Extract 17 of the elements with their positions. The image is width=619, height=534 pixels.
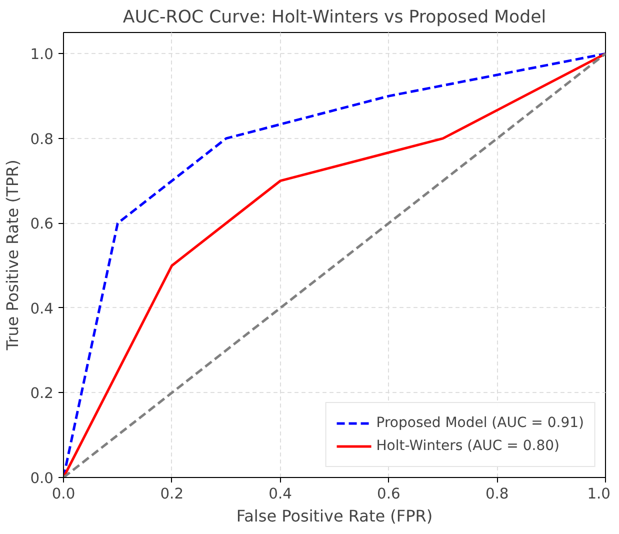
y-tick-label: 1.0 xyxy=(30,46,54,64)
x-tick-label: 0.2 xyxy=(160,486,184,502)
legend-label: Proposed Model (AUC = 0.91) xyxy=(376,415,584,431)
y-tick-label: 0.0 xyxy=(30,470,54,487)
y-tick-label: 0.4 xyxy=(30,300,54,318)
x-axis-title: False Positive Rate (FPR) xyxy=(236,506,433,526)
y-axis-title: True Positive Rate (TPR) xyxy=(3,160,22,352)
x-tick-label: 0.0 xyxy=(52,486,76,502)
x-tick-label: 0.8 xyxy=(485,486,509,502)
y-tick-label: 0.6 xyxy=(30,216,54,233)
x-tick-label: 0.4 xyxy=(268,486,292,502)
x-tick-label: 1.0 xyxy=(587,486,611,502)
legend-label: Holt-Winters (AUC = 0.80) xyxy=(376,438,560,454)
y-tick-label: 0.8 xyxy=(30,130,54,148)
y-tick-label: 0.2 xyxy=(30,385,54,402)
x-tick-label: 0.6 xyxy=(377,486,400,502)
chart-title: AUC-ROC Curve: Holt-Winters vs Proposed Model xyxy=(122,8,546,28)
